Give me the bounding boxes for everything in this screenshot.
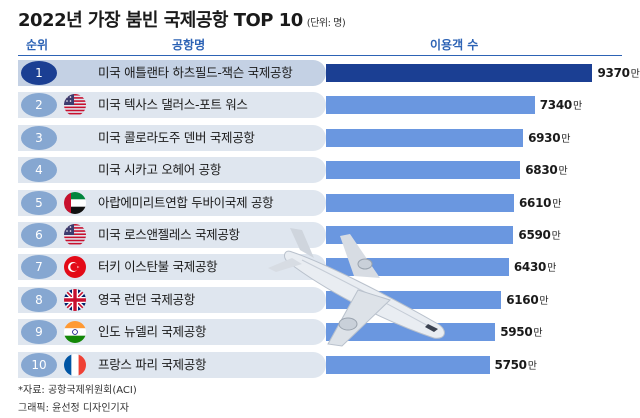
airport-name-label: 영국 런던 국제공항 <box>98 291 195 307</box>
chart-row: 3 미국 콜로라도주 덴버 국제공항 6930만 <box>18 124 622 151</box>
uae-flag-icon <box>64 191 86 214</box>
airport-name-label: 아랍에미리트연합 두바이국제 공항 <box>98 194 274 210</box>
turkey-flag-icon <box>64 256 86 279</box>
passenger-bar <box>326 161 521 180</box>
rank-badge: 6 <box>21 223 57 247</box>
passenger-value-label: 5750만 <box>494 357 537 372</box>
rank-badge: 5 <box>21 190 57 215</box>
chart-title: 2022년 가장 붐빈 국제공항 TOP 10 (단위: 명) <box>18 6 346 32</box>
header-airport-name: 공항명 <box>172 38 206 52</box>
unit-note: (단위: 명) <box>306 18 346 29</box>
row-background <box>18 60 326 86</box>
rank-badge: 7 <box>21 255 57 280</box>
airport-name-label: 미국 애틀랜타 하츠필드-잭슨 국제공항 <box>98 65 293 80</box>
rank-badge: 2 <box>21 93 57 118</box>
header-rank: 순위 <box>26 38 49 52</box>
rank-badge: 4 <box>21 158 57 183</box>
passenger-bar <box>326 323 496 342</box>
rank-badge: 1 <box>21 61 57 85</box>
airport-name-label: 터키 이스탄불 국제공항 <box>98 259 218 275</box>
chart-title-text: 2022년 가장 붐빈 국제공항 TOP 10 <box>18 10 303 31</box>
passenger-value-label: 6590만 <box>518 228 561 242</box>
airplane-illustration <box>268 228 445 347</box>
airport-name-label: 미국 로스앤젤레스 국제공항 <box>98 227 240 242</box>
header-divider <box>18 55 622 56</box>
chart-row: 4 미국 시카고 오헤어 공항 6830만 <box>18 157 622 184</box>
graphic-credit: 그래픽: 윤선정 디자인기자 <box>18 403 129 414</box>
passenger-value-label: 9370만 <box>597 66 640 80</box>
rank-badge: 10 <box>21 352 57 377</box>
india-flag-icon <box>64 321 86 344</box>
uk-flag-icon <box>64 288 86 311</box>
passenger-value-label: 6830만 <box>525 163 568 178</box>
passenger-bar <box>326 96 535 115</box>
rank-badge: 8 <box>21 287 57 312</box>
row-background <box>18 124 326 151</box>
airport-name-label: 프랑스 파리 국제공항 <box>98 356 207 372</box>
chart-row: 2 미국 텍사스 댈러스-포트 워스 7340만 <box>18 92 622 119</box>
usa-flag-icon <box>64 224 86 246</box>
chart-row: 6 미국 로스앤젤레스 국제공항 6590만 <box>18 222 622 248</box>
chart-row: 1 미국 애틀랜타 하츠필드-잭슨 국제공항 9370만 <box>18 60 640 86</box>
france-flag-icon <box>64 353 86 376</box>
airport-name-label: 미국 텍사스 댈러스-포트 워스 <box>98 97 248 113</box>
rank-badge: 9 <box>21 320 57 345</box>
passenger-bar <box>326 128 524 147</box>
chart-row: 9 인도 뉴델리 국제공항 5950만 <box>18 319 622 346</box>
rank-badge: 3 <box>21 125 57 150</box>
passenger-bar <box>326 226 514 244</box>
passenger-bar <box>326 355 490 374</box>
passenger-bar <box>326 193 514 212</box>
airport-name-label: 인도 뉴델리 국제공항 <box>98 324 207 340</box>
passenger-bar <box>326 64 593 82</box>
source-note: *자료: 공항국제위원회(ACI) <box>18 385 137 396</box>
row-background <box>18 157 326 184</box>
passenger-value-label: 5950만 <box>500 325 543 340</box>
passenger-value-label: 6160만 <box>506 292 549 307</box>
chart-row: 10 프랑스 파리 국제공항 5750만 <box>18 351 622 378</box>
passenger-value-label: 7340만 <box>539 98 582 113</box>
airport-name-label: 미국 콜로라도주 덴버 국제공항 <box>98 129 255 145</box>
passenger-value-label: 6930만 <box>528 130 571 145</box>
airport-name-label: 미국 시카고 오헤어 공항 <box>98 162 222 178</box>
chart-row: 5 아랍에미리트연합 두바이국제 공항 6610만 <box>18 189 622 216</box>
passenger-value-label: 6610만 <box>518 195 562 210</box>
usa-flag-icon <box>64 94 86 116</box>
passenger-value-label: 6430만 <box>513 260 556 275</box>
header-passenger-count: 이용객 수 <box>430 38 479 52</box>
